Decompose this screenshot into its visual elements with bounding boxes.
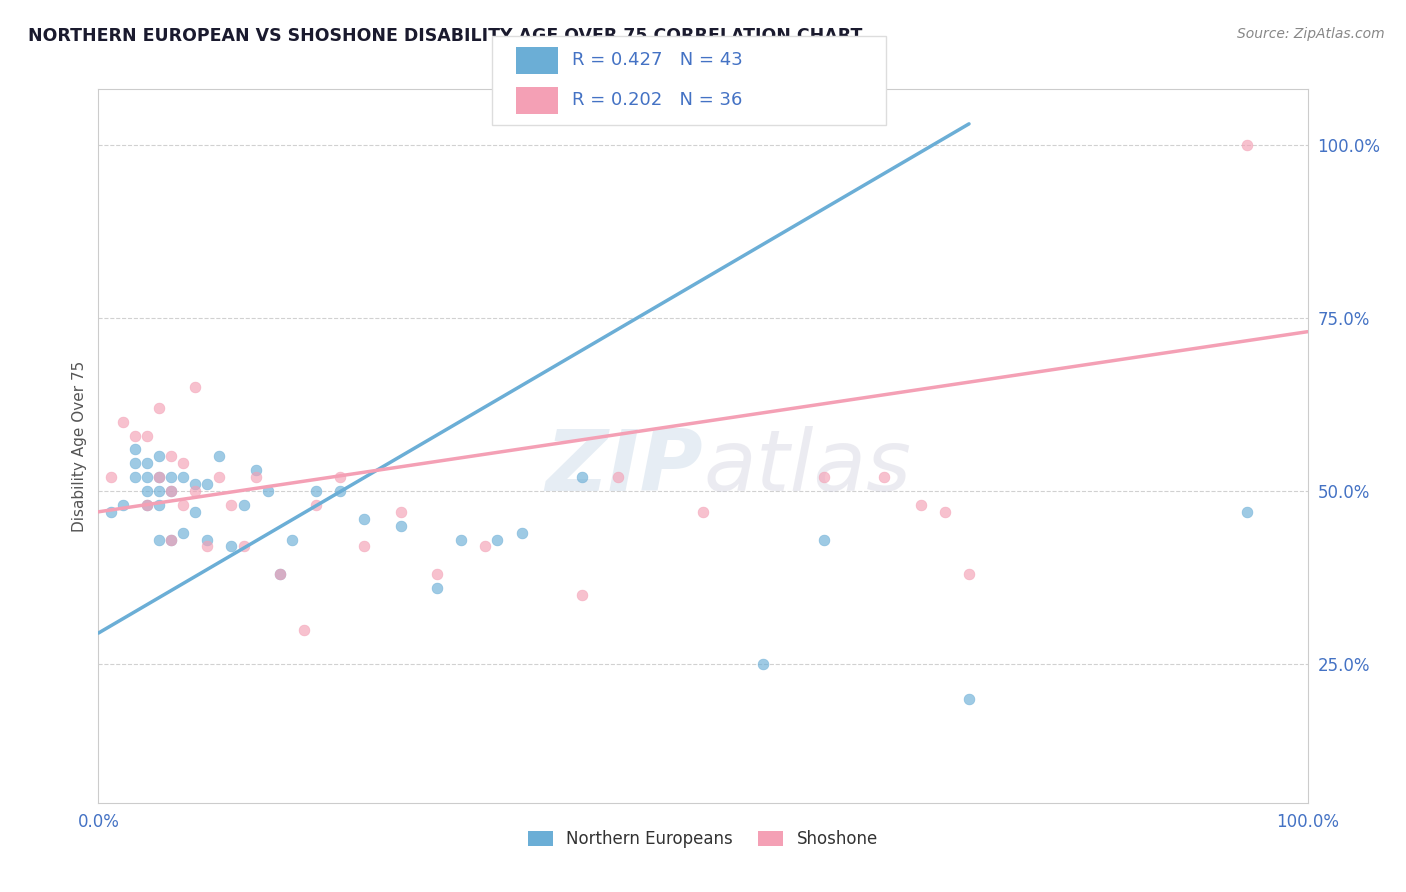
Point — [1236, 505, 1258, 519]
Point — [245, 463, 267, 477]
Point — [135, 498, 157, 512]
Point — [752, 657, 775, 672]
Point — [221, 540, 243, 554]
Point — [111, 415, 134, 429]
Point — [571, 588, 593, 602]
Point — [910, 498, 932, 512]
Point — [135, 456, 157, 470]
Text: Source: ZipAtlas.com: Source: ZipAtlas.com — [1237, 27, 1385, 41]
Point — [305, 483, 328, 498]
Point — [510, 525, 533, 540]
Point — [184, 483, 207, 498]
Point — [184, 477, 207, 491]
Point — [160, 533, 183, 547]
Point — [160, 450, 183, 464]
Point — [172, 456, 194, 470]
Point — [426, 567, 449, 582]
Point — [292, 623, 315, 637]
Point — [160, 470, 183, 484]
Point — [353, 512, 375, 526]
Point — [813, 470, 835, 484]
Point — [474, 540, 496, 554]
Point — [135, 498, 157, 512]
Point — [148, 533, 170, 547]
Point — [353, 540, 375, 554]
Point — [208, 470, 231, 484]
Point — [135, 428, 157, 442]
Point — [692, 505, 714, 519]
Point — [124, 442, 146, 457]
Point — [329, 483, 352, 498]
Point — [934, 505, 956, 519]
Point — [486, 533, 509, 547]
Point — [100, 505, 122, 519]
Text: ZIP: ZIP — [546, 425, 703, 509]
Point — [1236, 137, 1258, 152]
Point — [148, 450, 170, 464]
Point — [148, 401, 170, 415]
Point — [195, 477, 218, 491]
Point — [450, 533, 472, 547]
Text: atlas: atlas — [703, 425, 911, 509]
Point — [160, 483, 183, 498]
Point — [124, 456, 146, 470]
Point — [305, 498, 328, 512]
Point — [221, 498, 243, 512]
Point — [208, 450, 231, 464]
Point — [426, 581, 449, 595]
Point — [148, 498, 170, 512]
Point — [184, 505, 207, 519]
Point — [389, 518, 412, 533]
Point — [148, 483, 170, 498]
Point — [124, 428, 146, 442]
Point — [281, 533, 304, 547]
Point — [232, 540, 254, 554]
Point — [172, 470, 194, 484]
Point — [160, 483, 183, 498]
Point — [232, 498, 254, 512]
Point — [873, 470, 896, 484]
Point — [607, 470, 630, 484]
Point — [389, 505, 412, 519]
Point — [111, 498, 134, 512]
Point — [172, 525, 194, 540]
Point — [329, 470, 352, 484]
Legend: Northern Europeans, Shoshone: Northern Europeans, Shoshone — [522, 824, 884, 855]
Point — [957, 691, 980, 706]
Point — [256, 483, 278, 498]
Text: R = 0.202   N = 36: R = 0.202 N = 36 — [572, 91, 742, 110]
Point — [813, 533, 835, 547]
Text: R = 0.427   N = 43: R = 0.427 N = 43 — [572, 51, 742, 70]
Point — [148, 470, 170, 484]
Point — [195, 540, 218, 554]
Point — [172, 498, 194, 512]
Point — [160, 533, 183, 547]
Y-axis label: Disability Age Over 75: Disability Age Over 75 — [72, 360, 87, 532]
Point — [571, 470, 593, 484]
Text: NORTHERN EUROPEAN VS SHOSHONE DISABILITY AGE OVER 75 CORRELATION CHART: NORTHERN EUROPEAN VS SHOSHONE DISABILITY… — [28, 27, 862, 45]
Point — [195, 533, 218, 547]
Point — [269, 567, 291, 582]
Point — [100, 470, 122, 484]
Point — [269, 567, 291, 582]
Point — [957, 567, 980, 582]
Point — [135, 470, 157, 484]
Point — [135, 483, 157, 498]
Point — [148, 470, 170, 484]
Point — [245, 470, 267, 484]
Point — [124, 470, 146, 484]
Point — [184, 380, 207, 394]
